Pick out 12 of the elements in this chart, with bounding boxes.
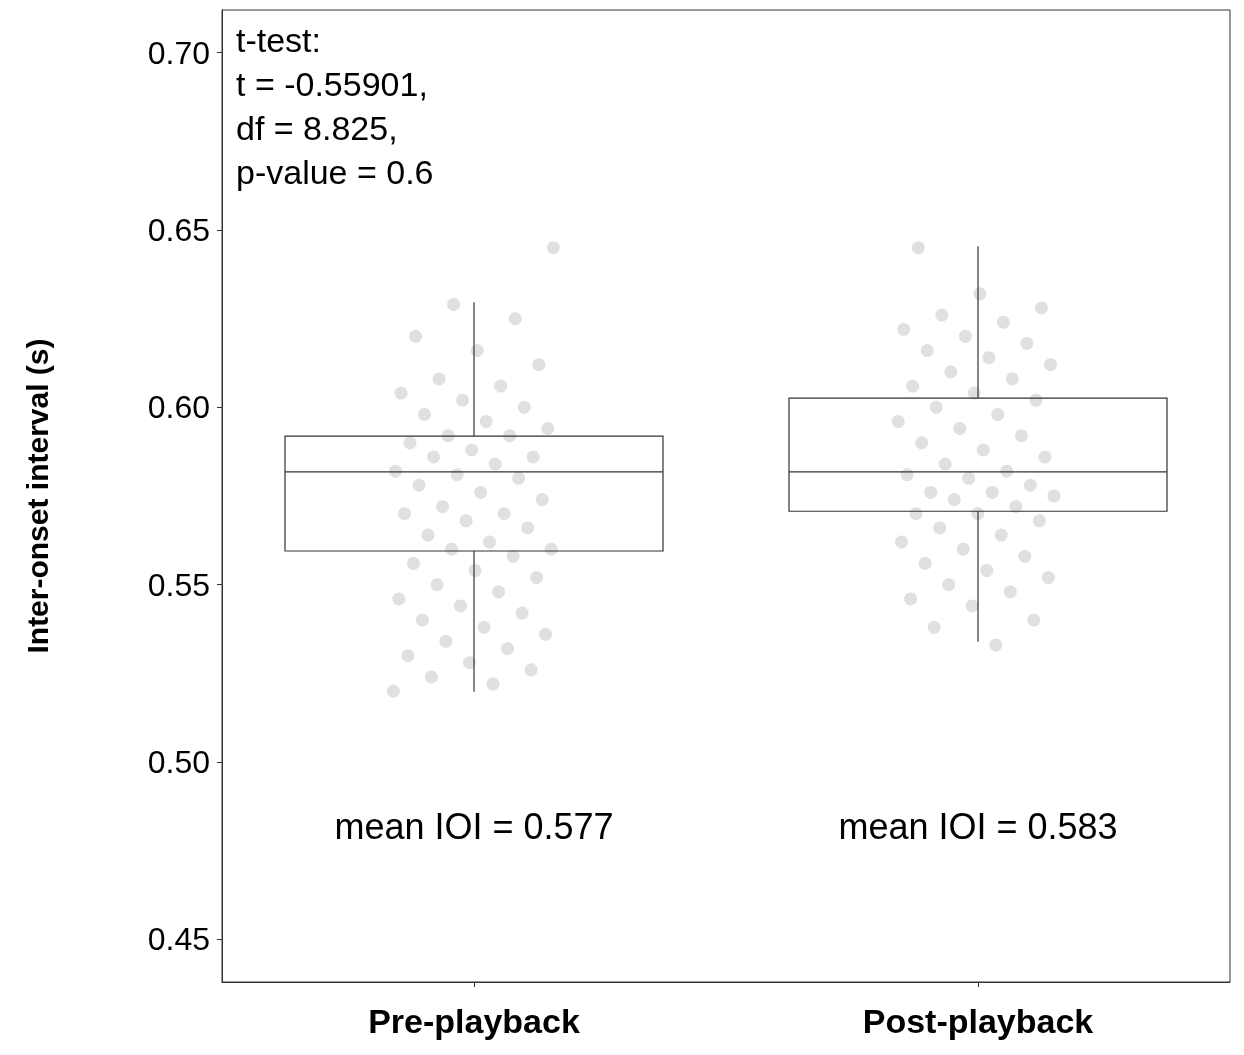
annotation: mean IOI = 0.577 [334,805,614,847]
y-tick-label: 0.70 [147,34,210,71]
y-tick-label: 0.45 [147,921,210,958]
y-tick-label: 0.65 [147,211,210,248]
x-tick-label: Post-playback [862,1002,1094,1040]
annotation: t-test: t = -0.55901, df = 8.825, p-value = 0.6 [236,21,434,191]
y-tick-label: 0.60 [147,389,210,426]
y-axis-title: Inter-onset interval (s) [20,338,54,654]
annotation: mean IOI = 0.583 [838,805,1118,847]
y-tick-label: 0.50 [147,744,210,781]
y-tick-label: 0.55 [147,566,210,603]
x-tick-label: Pre-playback [368,1002,580,1040]
